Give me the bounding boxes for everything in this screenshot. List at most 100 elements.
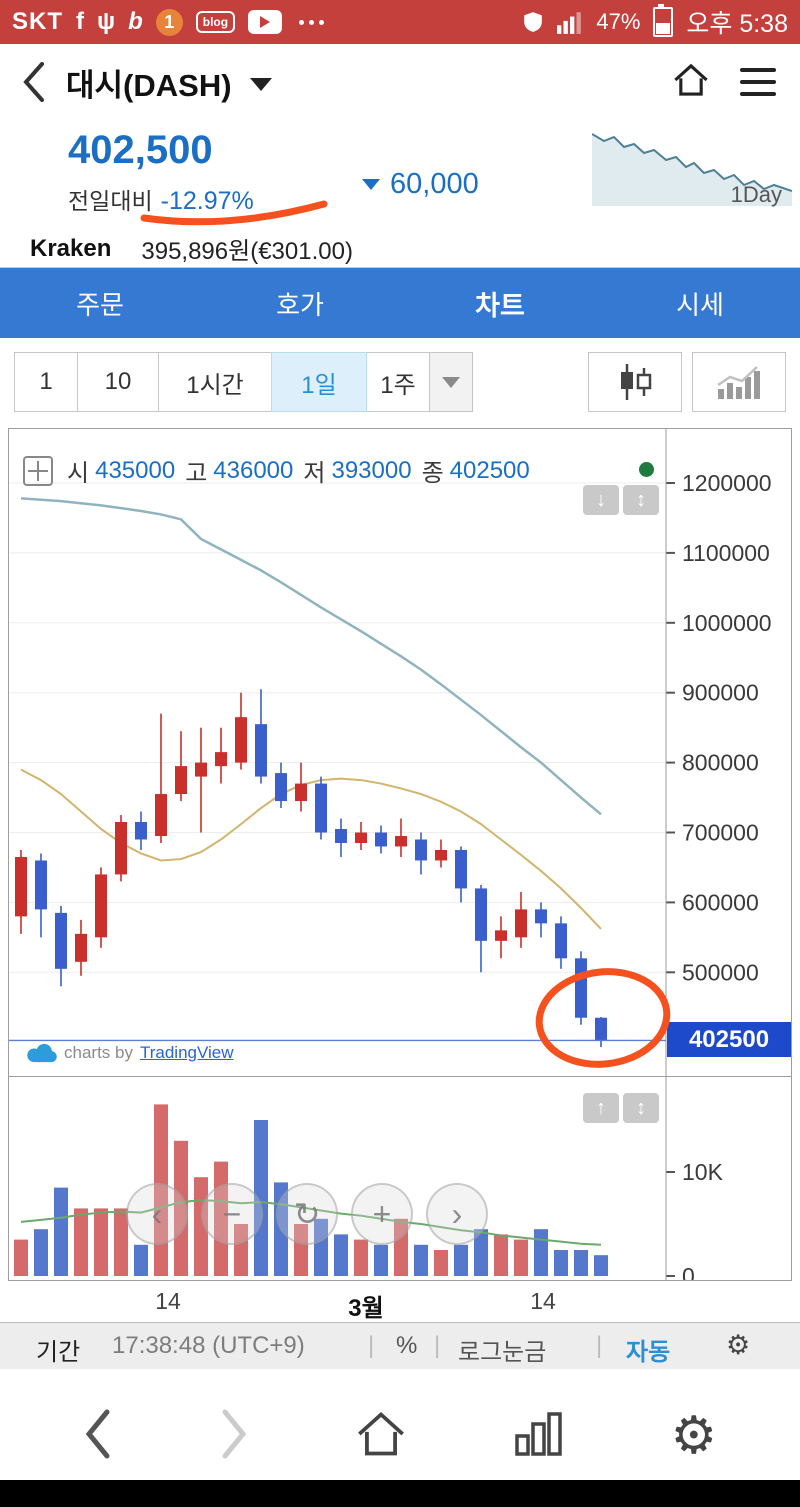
timeframe-1min-button[interactable]: 1 bbox=[14, 352, 78, 412]
x-axis-label: 14 bbox=[155, 1288, 181, 1314]
svg-text:1200000: 1200000 bbox=[682, 470, 772, 496]
separator: | bbox=[434, 1332, 441, 1359]
pan-right-button[interactable]: › bbox=[426, 1183, 488, 1245]
chevron-left-icon bbox=[23, 62, 44, 102]
log-scale-button[interactable]: 로그눈금 bbox=[458, 1339, 547, 1366]
x-axis: 14 3월 14 bbox=[0, 1282, 800, 1322]
main-chart-pane[interactable]: 1200000 1100000 1000000 900000 800000 700000 6… bbox=[8, 428, 792, 1077]
menu-button[interactable] bbox=[740, 68, 776, 96]
legend-low-label: 저 bbox=[303, 460, 326, 487]
legend-close-value: 402500 bbox=[449, 456, 530, 484]
shield-icon bbox=[524, 12, 543, 32]
exchange-name: Kraken bbox=[30, 234, 112, 262]
status-bar: SKT f ψ b 1 blog 47% 오후 5:38 bbox=[0, 0, 800, 44]
tradingview-link[interactable]: TradingView bbox=[139, 1043, 234, 1062]
reset-view-button[interactable]: ↻ bbox=[276, 1183, 338, 1245]
tab-quotes[interactable]: 호가 bbox=[276, 289, 324, 320]
tab-chart[interactable]: 차트 bbox=[475, 290, 525, 321]
sparkline-chart bbox=[592, 133, 792, 206]
svg-text:0: 0 bbox=[682, 1263, 695, 1280]
notification-badge: 1 bbox=[155, 8, 183, 36]
nav-forward-button[interactable] bbox=[219, 1408, 249, 1465]
tab-market[interactable]: 시세 bbox=[676, 289, 724, 320]
battery-percent: 47% bbox=[596, 9, 641, 34]
scale-down-button[interactable]: ↓ bbox=[583, 485, 619, 515]
footer-clock: 17:38:48 (UTC+9) bbox=[112, 1332, 305, 1359]
exchange-price: 395,896원(€301.00) bbox=[141, 238, 353, 265]
tab-order[interactable]: 주문 bbox=[76, 289, 124, 320]
tab-bar: 주문 호가 차트 시세 bbox=[0, 268, 800, 338]
legend-high-label: 고 bbox=[185, 460, 208, 487]
percent-scale-button[interactable]: % bbox=[396, 1332, 418, 1359]
home-icon bbox=[357, 1411, 404, 1455]
svg-text:10K: 10K bbox=[682, 1159, 724, 1185]
candlestick-icon bbox=[621, 364, 652, 400]
sparkline-period-label: 1Day bbox=[730, 182, 782, 207]
chevron-down-icon bbox=[442, 376, 460, 388]
timeframe-1day-button[interactable]: 1일 bbox=[271, 352, 367, 412]
crosshair-icon[interactable] bbox=[23, 455, 53, 486]
change-down-icon bbox=[362, 179, 380, 190]
chart-style-bars-button[interactable] bbox=[692, 352, 786, 412]
auto-scale-button[interactable]: 자동 bbox=[626, 1339, 671, 1366]
zoom-in-button[interactable]: + bbox=[351, 1183, 413, 1245]
legend-open-value: 435000 bbox=[95, 456, 176, 484]
screen-bottom-bar bbox=[0, 1480, 800, 1507]
blog-badge: blog bbox=[195, 11, 236, 33]
nav-back-button[interactable] bbox=[83, 1408, 113, 1465]
back-button[interactable] bbox=[16, 58, 52, 106]
x-axis-label-month: 3월 bbox=[348, 1295, 384, 1322]
svg-text:1000000: 1000000 bbox=[682, 610, 772, 636]
svg-text:1100000: 1100000 bbox=[682, 540, 770, 566]
legend-open-label: 시 bbox=[67, 460, 90, 487]
page-title[interactable]: 대시(DASH) bbox=[66, 67, 232, 103]
change-percent: -12.97% bbox=[160, 187, 254, 215]
change-amount: 60,000 bbox=[362, 168, 479, 201]
chart-footer-toolbar: 기간 17:38:48 (UTC+9) | % | 로그눈금 | 자동 ⚙ bbox=[0, 1322, 800, 1369]
separator: | bbox=[368, 1332, 375, 1359]
overflow-dots-icon bbox=[299, 19, 325, 25]
legend-close-label: 종 bbox=[421, 460, 444, 487]
scale-range-button[interactable]: ↕ bbox=[623, 485, 659, 515]
svg-text:500000: 500000 bbox=[682, 959, 759, 985]
home-button[interactable] bbox=[672, 62, 710, 103]
volume-scale-range-button[interactable]: ↕ bbox=[623, 1093, 659, 1123]
svg-text:900000: 900000 bbox=[682, 680, 759, 706]
exchange-row: Kraken 395,896원(€301.00) bbox=[0, 230, 800, 268]
timeframe-10min-button[interactable]: 10 bbox=[77, 352, 159, 412]
period-button[interactable]: 기간 bbox=[36, 1339, 81, 1366]
home-icon bbox=[674, 63, 708, 96]
chart-style-candle-button[interactable] bbox=[588, 352, 682, 412]
nav-stats-button[interactable] bbox=[513, 1410, 565, 1463]
bar-chart-icon bbox=[717, 366, 760, 399]
change-label: 전일대비 bbox=[68, 188, 153, 214]
nav-settings-button[interactable]: ⚙ bbox=[670, 1407, 718, 1465]
title-dropdown-icon[interactable] bbox=[249, 77, 272, 91]
timeframe-toolbar: 1 10 1시간 1일 1주 bbox=[0, 338, 800, 428]
zoom-out-button[interactable]: − bbox=[201, 1183, 263, 1245]
battery-icon bbox=[653, 4, 674, 37]
chart-settings-button[interactable]: ⚙ bbox=[726, 1330, 751, 1360]
pan-left-button[interactable]: ‹ bbox=[126, 1183, 188, 1245]
chart-attribution: charts by TradingView bbox=[25, 1043, 234, 1063]
tradingview-cloud-icon bbox=[27, 1043, 57, 1063]
current-price-tag: 402500 bbox=[667, 1022, 791, 1057]
timeframe-1hour-button[interactable]: 1시간 bbox=[158, 352, 272, 412]
nav-home-button[interactable] bbox=[355, 1409, 407, 1464]
price-section: 402,500 전일대비 -12.97% 60,000 1Day bbox=[0, 120, 800, 230]
attribution-prefix: charts by bbox=[64, 1043, 133, 1062]
signal-bars-icon bbox=[557, 12, 582, 34]
timeframe-1week-button[interactable]: 1주 bbox=[366, 352, 430, 412]
legend-low-value: 393000 bbox=[331, 456, 412, 484]
volume-pane[interactable]: 10K 0 ↑ ↕ ‹ − ↻ + › bbox=[8, 1077, 792, 1289]
svg-text:600000: 600000 bbox=[682, 889, 759, 915]
clock-time: 오후 5:38 bbox=[686, 10, 788, 38]
facebook-icon: f bbox=[76, 8, 84, 35]
timeframe-dropdown-button[interactable] bbox=[429, 352, 473, 412]
legend-high-value: 436000 bbox=[213, 456, 294, 484]
stats-bars-icon bbox=[514, 1411, 562, 1456]
volume-scale-up-button[interactable]: ↑ bbox=[583, 1093, 619, 1123]
svg-text:800000: 800000 bbox=[682, 750, 759, 776]
svg-text:700000: 700000 bbox=[682, 820, 759, 846]
